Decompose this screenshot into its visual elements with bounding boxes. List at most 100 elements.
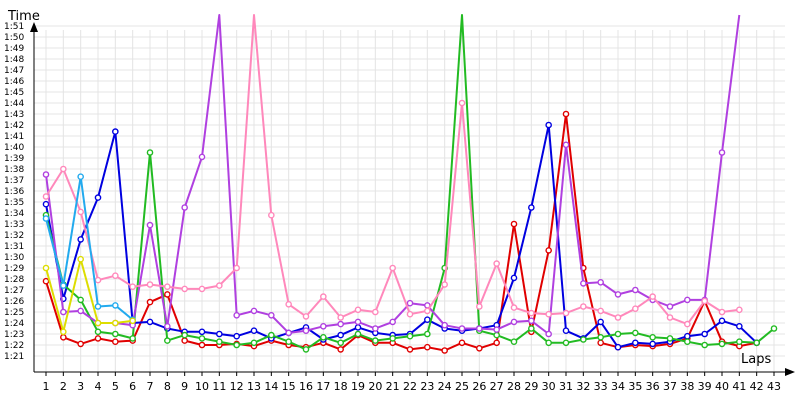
y-tick-label: 1:22 [4,341,24,351]
data-point [233,332,240,340]
data-point [458,325,466,332]
y-tick-label: 1:25 [4,308,24,318]
data-point [233,311,240,319]
data-point [164,322,171,330]
data-point [632,339,639,347]
x-tick-label: 38 [680,380,694,393]
data-point [545,339,552,347]
data-point [476,325,483,332]
data-point [424,316,431,324]
data-point [424,307,431,315]
data-point [424,343,431,351]
x-axis-title: Laps [741,352,771,367]
data-point [94,328,102,336]
data-point [354,330,362,338]
y-tick-label: 1:39 [4,154,24,164]
data-point [164,337,171,344]
data-point [666,314,674,321]
data-point [649,293,656,300]
y-tick-label: 1:46 [4,77,24,87]
data-point [337,339,344,347]
data-point [528,309,535,317]
x-tick-label: 39 [698,380,712,393]
x-tick-label: 36 [646,380,660,393]
x-tick-label: 14 [264,380,278,393]
data-point [493,260,500,267]
y-tick-label: 1:40 [4,143,24,153]
x-tick-label: 4 [95,380,102,393]
x-tick-label: 7 [147,380,154,393]
data-point [753,339,760,347]
x-tick-label: 1 [43,380,50,393]
data-point [354,306,362,314]
data-point [250,307,258,315]
data-point [112,272,119,280]
data-point [302,313,310,320]
x-tick-label: 42 [750,380,764,393]
x-tick-label: 35 [628,380,642,393]
data-point [216,282,223,289]
data-point [597,333,604,341]
data-point [181,337,188,344]
data-point [285,329,292,337]
data-point [614,291,622,298]
y-tick-label: 1:42 [4,121,24,131]
x-tick-label: 23 [420,380,434,393]
data-point [42,193,50,200]
data-point [164,283,171,291]
data-point [77,340,84,348]
data-point [580,280,587,287]
data-point [545,247,552,254]
data-point [406,310,414,318]
x-tick-label: 41 [732,380,746,393]
x-tick-label: 31 [559,380,573,393]
y-tick-label: 1:30 [4,253,24,263]
data-point [250,339,258,347]
data-point [493,326,500,333]
x-tick-label: 15 [282,380,296,393]
x-tick-label: 2 [60,380,67,393]
x-tick-labels: 1 2 3 4 5 6 7 8 9 10 11 12 13 14 15 16 17 18 19 20 21 22 23 24 2… [43,372,781,393]
data-point [441,347,448,354]
data-point [718,308,726,316]
data-point [562,327,570,335]
y-tick-label: 1:48 [4,55,24,65]
x-tick-label: 10 [195,380,209,393]
data-point [597,278,604,286]
data-point [233,341,240,349]
data-point [216,330,223,338]
data-point [146,318,154,326]
data-point [528,204,535,211]
x-tick-label: 34 [611,380,625,393]
y-tick-labels: 1:211:221:231:241:251:261:271:281:291:30… [4,22,24,362]
x-tick-label: 24 [438,380,452,393]
data-point [302,346,310,353]
data-point [458,99,466,107]
data-point [42,264,50,272]
x-tick-label: 13 [247,380,261,393]
data-point [60,308,67,316]
data-point [562,110,570,118]
y-tick-label: 1:34 [4,209,24,219]
data-point [476,303,483,310]
data-point [233,264,240,272]
data-point [632,329,639,337]
data-point [129,317,136,325]
data-point [60,328,67,336]
data-point [684,332,691,340]
series-3 [42,14,741,338]
data-point [77,236,84,243]
data-point [285,338,292,346]
y-tick-label: 1:51 [4,22,24,32]
data-point [42,277,50,285]
data-point [632,305,639,313]
data-point [736,338,743,346]
y-tick-label: 1:49 [4,44,24,54]
data-point [372,325,379,332]
data-point [666,335,674,342]
x-tick-label: 16 [299,380,313,393]
series-line [45,175,134,321]
y-tick-label: 1:33 [4,220,24,230]
data-point [129,335,136,342]
data-point [718,149,726,156]
